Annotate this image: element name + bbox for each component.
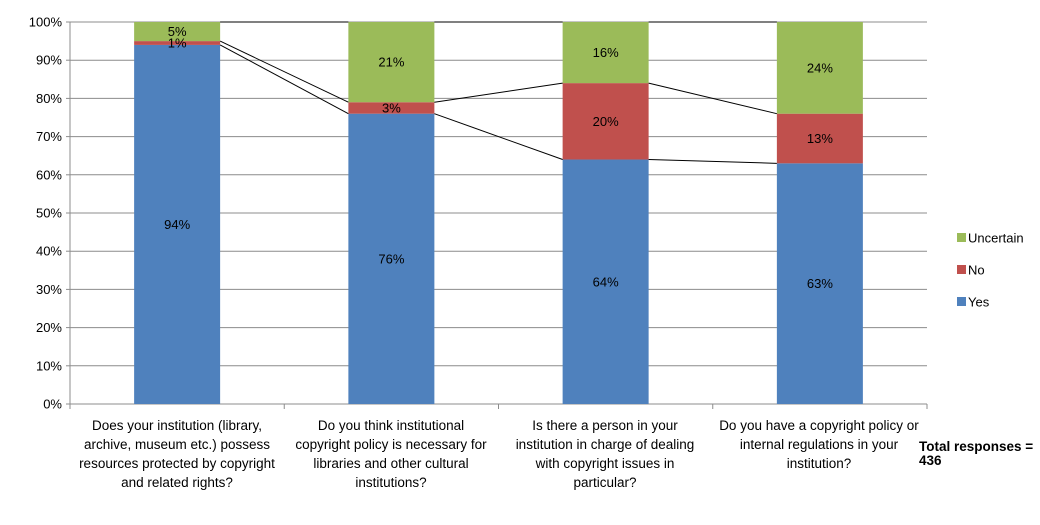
series-line-yes (648, 159, 777, 164)
total-responses-annotation: Total responses = 436 (919, 439, 1034, 468)
data-label-no: 13% (807, 131, 833, 146)
series-line-yes (219, 44, 349, 115)
legend-label-yes: Yes (968, 295, 990, 310)
series-line-yes (434, 113, 563, 160)
y-tick-label: 10% (36, 358, 62, 373)
y-tick-label: 100% (29, 15, 63, 30)
bar-uncertain (776, 22, 863, 114)
legend: Uncertain No Yes (957, 231, 1024, 310)
data-label-uncertain: 5% (168, 24, 187, 39)
series-lines (219, 21, 777, 164)
bar-uncertain (348, 22, 435, 103)
y-tick-label: 90% (36, 53, 62, 68)
bar-no (348, 102, 435, 114)
legend-swatch-yes (957, 297, 966, 306)
y-tick-label: 30% (36, 282, 62, 297)
bar-yes (348, 113, 435, 405)
legend-swatch-uncertain (957, 233, 966, 242)
bar-uncertain (562, 22, 649, 84)
data-label-yes: 63% (807, 276, 833, 291)
y-tick-label: 70% (36, 129, 62, 144)
data-label-uncertain: 16% (593, 45, 619, 60)
bars (134, 22, 863, 405)
bar-no (562, 83, 649, 160)
series-line-no (434, 82, 563, 103)
data-label-uncertain: 24% (807, 60, 833, 75)
x-category-label-2: Do you think institutional copyright pol… (295, 418, 487, 490)
data-label-no: 20% (593, 114, 619, 129)
y-tick-label: 60% (36, 167, 62, 182)
legend-label-uncertain: Uncertain (968, 231, 1024, 246)
data-label-uncertain: 21% (378, 55, 404, 70)
bar-yes (134, 44, 221, 405)
x-category-label-1: Does your institution (library, archive,… (79, 418, 275, 490)
bar-yes (776, 163, 863, 404)
y-tick-label: 50% (36, 206, 62, 221)
bar-no (134, 41, 221, 45)
bar-uncertain (134, 22, 221, 42)
bar-yes (562, 159, 649, 404)
data-labels: 94% 1%5% 76% 3% 21% 64% 20% 16% 63% 13% 24% (164, 24, 833, 291)
y-tick-label: 20% (36, 320, 62, 335)
y-tick-label: 80% (36, 91, 62, 106)
data-label-no: 3% (382, 100, 401, 115)
x-category-label-4: Do you have a copyright policy or intern… (719, 418, 919, 471)
y-axis-ticks: 0% 10% 20% 30% 40% 50% 60% 70% 80% 90% 100% (29, 15, 63, 412)
x-category-label-3: Is there a person in your institution in… (515, 418, 695, 490)
data-label-yes: 76% (378, 251, 404, 266)
data-label-yes: 64% (593, 274, 619, 289)
series-line-no (219, 40, 349, 103)
series-line-no (648, 82, 777, 115)
legend-label-no: No (968, 263, 985, 278)
bar-no (776, 113, 863, 164)
data-label-no: 1% (168, 36, 187, 51)
y-tick-label: 40% (36, 244, 62, 259)
data-label-yes: 94% (164, 217, 190, 232)
legend-swatch-no (957, 265, 966, 274)
y-tick-label: 0% (43, 397, 62, 412)
